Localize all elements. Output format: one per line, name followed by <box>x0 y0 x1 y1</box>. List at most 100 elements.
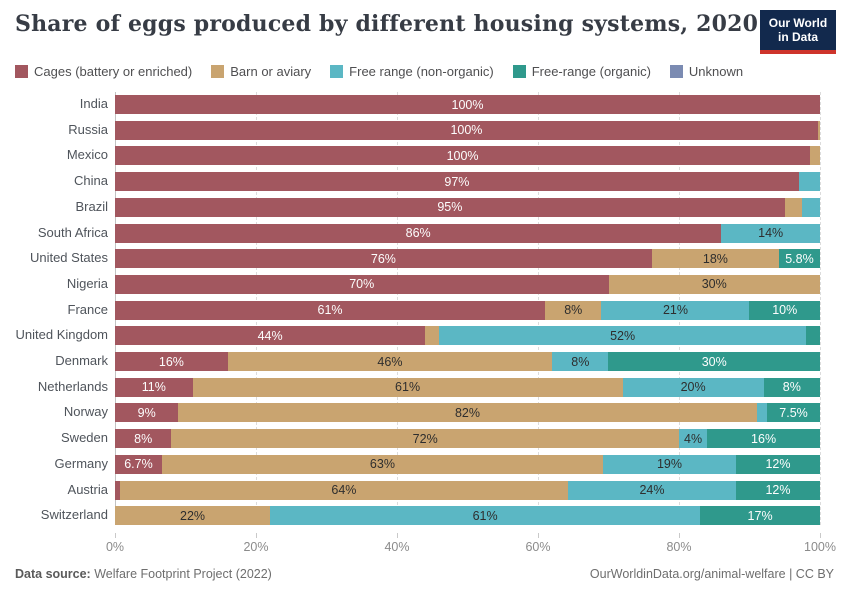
legend-label: Free-range (organic) <box>531 64 651 79</box>
bar-row: 6.7% 63% 19% 12% <box>115 454 820 474</box>
axis-tick <box>679 533 680 538</box>
bar-segment-barn-or-aviary[interactable]: 64% <box>119 480 568 500</box>
country-label: Mexico <box>66 147 108 163</box>
bar-segment-free-range-organic[interactable] <box>805 326 820 346</box>
segment-value-label: 86% <box>405 226 431 241</box>
bar-segment-cages[interactable]: 44% <box>115 326 426 346</box>
legend-label: Cages (battery or enriched) <box>34 64 193 79</box>
owid-logo[interactable]: Our World in Data <box>760 10 836 54</box>
legend-label: Free range (non-organic) <box>349 64 494 79</box>
bar-segment-barn-or-aviary[interactable]: 22% <box>115 506 271 526</box>
country-labels: India Russia Mexico China Brazil South Africa… <box>0 92 109 529</box>
bar-segment-cages[interactable]: 61% <box>115 300 546 320</box>
bar-segment-free-range-nonorganic[interactable] <box>798 172 820 192</box>
bar-segment-free-range-nonorganic[interactable]: 21% <box>601 300 750 320</box>
segment-value-label: 6.7% <box>124 457 153 472</box>
bar-segment-cages[interactable]: 6.7% <box>115 454 162 474</box>
bar-segment-barn-or-aviary[interactable] <box>425 326 440 346</box>
legend-swatch-barn-or-aviary-icon <box>211 65 225 78</box>
x-tick-label: 0% <box>105 540 125 554</box>
segment-value-label: 12% <box>765 457 791 472</box>
data-source-value: Welfare Footprint Project (2022) <box>90 567 272 581</box>
bar-row: 11% 61% 20% 8% <box>115 377 820 397</box>
x-tick-label: 100% <box>804 540 836 554</box>
bar-segment-barn-or-aviary[interactable] <box>817 120 820 140</box>
bar-segment-cages[interactable]: 9% <box>115 403 179 423</box>
bar-segment-barn-or-aviary[interactable] <box>784 197 803 217</box>
bar-segment-free-range-organic[interactable]: 12% <box>735 480 820 500</box>
bar-segment-free-range-organic[interactable]: 30% <box>608 352 820 372</box>
bar-segment-free-range-organic[interactable]: 7.5% <box>767 403 820 423</box>
bar-segment-cages[interactable] <box>115 480 120 500</box>
legend-item-free-range-nonorganic: Free range (non-organic) <box>330 64 494 79</box>
bar-segment-cages[interactable]: 16% <box>115 352 228 372</box>
footer-link[interactable]: OurWorldinData.org/animal-welfare | CC B… <box>589 567 834 581</box>
data-source: Data source: Welfare Footprint Project (… <box>15 567 272 581</box>
bar-segment-free-range-nonorganic[interactable] <box>802 197 820 217</box>
bar-segment-cages[interactable]: 76% <box>115 249 652 269</box>
bar-segment-free-range-organic[interactable]: 12% <box>735 454 820 474</box>
segment-value-label: 97% <box>444 174 470 189</box>
segment-value-label: 8% <box>571 354 590 369</box>
bar-segment-cages[interactable]: 86% <box>115 223 722 243</box>
bar-row: 95% <box>115 197 820 217</box>
bar-segment-free-range-organic[interactable]: 16% <box>707 429 820 449</box>
country-label: South Africa <box>37 224 108 240</box>
bar-segment-free-range-organic[interactable]: 10% <box>749 300 820 320</box>
bar-segment-cages[interactable]: 100% <box>115 95 820 114</box>
bar-segment-free-range-organic[interactable]: 5.8% <box>779 249 820 269</box>
bar-segment-free-range-nonorganic[interactable]: 20% <box>622 377 764 397</box>
bar-segment-free-range-organic[interactable]: 8% <box>763 377 820 397</box>
bar-segment-free-range-organic[interactable]: 17% <box>700 506 820 526</box>
country-label: Nigeria <box>66 275 108 291</box>
bar-segment-free-range-nonorganic[interactable]: 52% <box>439 326 806 346</box>
segment-value-label: 22% <box>180 508 206 523</box>
bar-segment-free-range-nonorganic[interactable]: 19% <box>602 454 736 474</box>
country-label: Sweden <box>61 430 108 446</box>
bar-segment-barn-or-aviary[interactable]: 72% <box>171 429 679 449</box>
axis-tick <box>538 533 539 538</box>
segment-value-label: 70% <box>349 277 375 292</box>
bar-segment-free-range-nonorganic[interactable]: 61% <box>270 506 701 526</box>
bar-segment-free-range-nonorganic[interactable]: 8% <box>552 352 609 372</box>
bar-row: 8% 72% 4% 16% <box>115 429 820 449</box>
segment-value-label: 12% <box>765 483 791 498</box>
x-tick-label: 40% <box>384 540 410 554</box>
segment-value-label: 7.5% <box>779 405 808 420</box>
segment-value-label: 17% <box>747 508 773 523</box>
legend-swatch-free-range-nonorganic-icon <box>330 65 344 78</box>
segment-value-label: 30% <box>701 354 727 369</box>
bar-segment-cages[interactable]: 70% <box>115 274 609 294</box>
plot-area: 100% 100% 100% 97% 95% 86% 14% 76% 18% 5.8% 70% 30%… <box>115 92 821 529</box>
country-label: India <box>79 96 108 111</box>
bar-segment-cages[interactable]: 97% <box>115 172 799 192</box>
bar-segment-free-range-nonorganic[interactable] <box>756 403 768 423</box>
segment-value-label: 19% <box>656 457 682 472</box>
bar-segment-barn-or-aviary[interactable]: 8% <box>545 300 602 320</box>
bar-segment-free-range-nonorganic[interactable]: 4% <box>678 429 708 449</box>
axis-tick <box>397 533 398 538</box>
bar-segment-barn-or-aviary[interactable]: 82% <box>178 403 757 423</box>
bar-segment-free-range-nonorganic[interactable]: 24% <box>567 480 736 500</box>
bar-segment-barn-or-aviary[interactable] <box>810 146 820 166</box>
bar-segment-barn-or-aviary[interactable]: 61% <box>192 377 623 397</box>
segment-value-label: 4% <box>684 431 703 446</box>
bar-segment-barn-or-aviary[interactable]: 18% <box>651 249 779 269</box>
bar-segment-cages[interactable]: 8% <box>115 429 172 449</box>
bar-segment-barn-or-aviary[interactable]: 63% <box>161 454 603 474</box>
gridline <box>820 92 821 525</box>
segment-value-label: 30% <box>701 277 727 292</box>
bar-segment-cages[interactable]: 100% <box>115 120 818 140</box>
segment-value-label: 63% <box>369 457 395 472</box>
bar-segment-cages[interactable]: 100% <box>115 146 811 166</box>
bar-segment-barn-or-aviary[interactable]: 46% <box>227 352 553 372</box>
bar-segment-cages[interactable]: 95% <box>115 197 785 217</box>
segment-value-label: 52% <box>610 328 636 343</box>
x-tick-label: 20% <box>243 540 269 554</box>
bar-segment-cages[interactable]: 11% <box>115 377 193 397</box>
country-label: Norway <box>63 404 108 420</box>
bar-segment-free-range-nonorganic[interactable]: 14% <box>721 223 820 243</box>
bar-segment-barn-or-aviary[interactable]: 30% <box>608 274 820 294</box>
segment-value-label: 61% <box>395 380 421 395</box>
